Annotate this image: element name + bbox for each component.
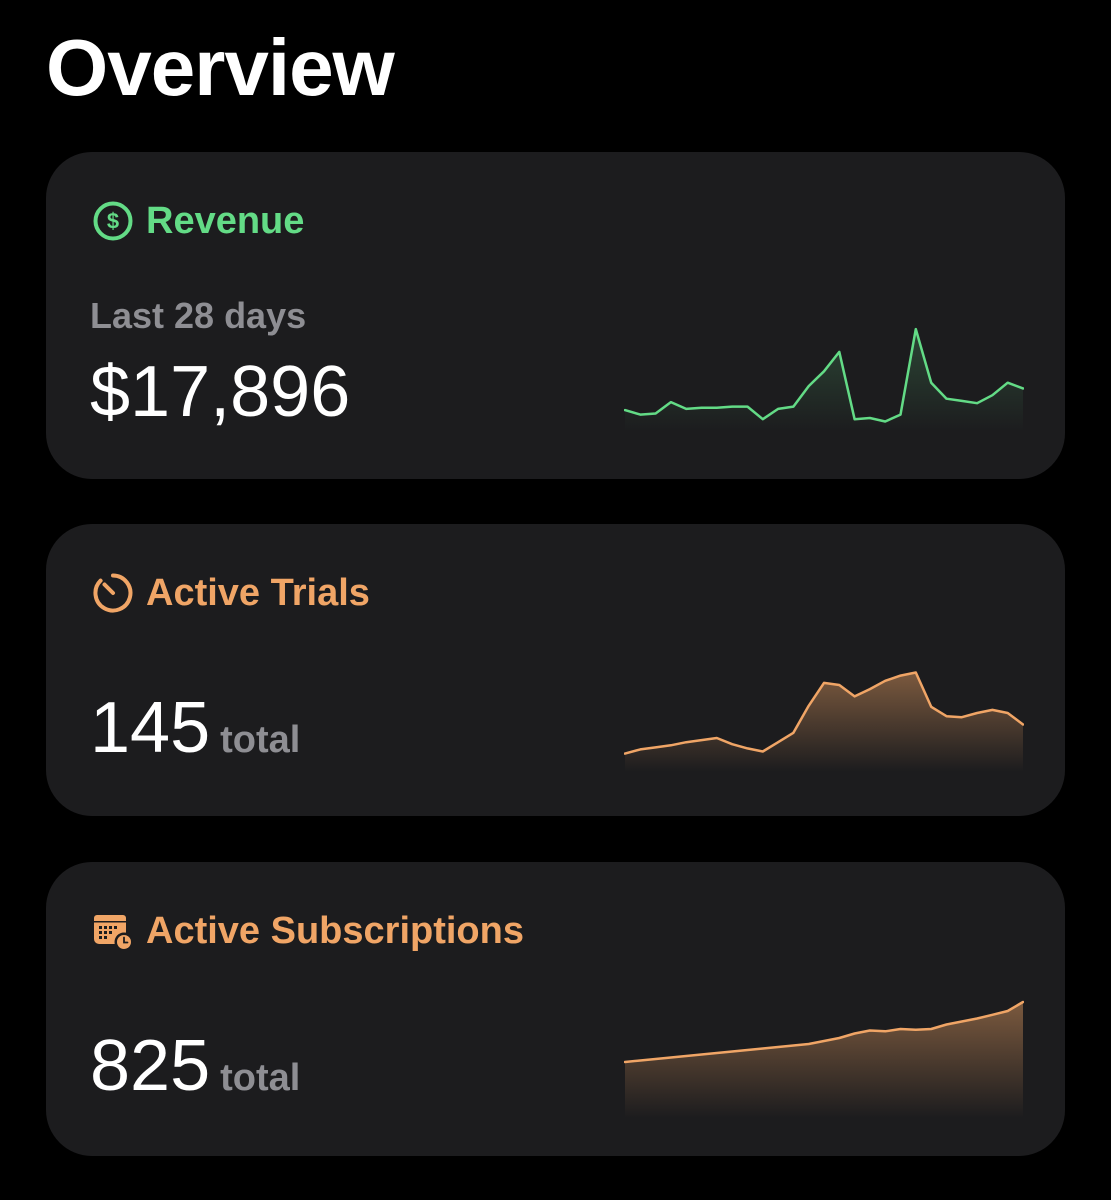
svg-text:$: $ bbox=[107, 209, 119, 234]
active-trials-card-header: Active Trials bbox=[92, 572, 370, 614]
active-subscriptions-card[interactable]: Active Subscriptions 825 total bbox=[46, 862, 1065, 1156]
page-title: Overview bbox=[46, 23, 395, 112]
sparkline-line bbox=[624, 327, 1024, 423]
active-subscriptions-card-title: Active Subscriptions bbox=[146, 910, 524, 952]
calendar-clock-icon bbox=[94, 915, 134, 952]
active-trials-card-title: Active Trials bbox=[146, 572, 370, 614]
revenue-card-header: $ Revenue bbox=[92, 200, 304, 242]
sparkline-line bbox=[624, 1000, 1024, 1064]
active-subscriptions-card-header: Active Subscriptions bbox=[92, 910, 524, 952]
active-trials-unit: total bbox=[220, 719, 301, 761]
active-subscriptions-value: 825 total bbox=[90, 1030, 300, 1102]
stopwatch-icon bbox=[93, 573, 133, 613]
dollar-circle-icon: $ bbox=[93, 201, 133, 241]
sparkline-line bbox=[624, 671, 1024, 755]
active-trials-value: 145 total bbox=[90, 692, 300, 764]
revenue-card-title: Revenue bbox=[146, 200, 305, 242]
sparkline-area bbox=[625, 329, 1023, 432]
active-subscriptions-unit: total bbox=[220, 1057, 301, 1099]
active-subscriptions-sparkline bbox=[624, 1000, 1024, 1118]
active-subscriptions-number: 825 bbox=[90, 1026, 211, 1106]
revenue-period-label: Last 28 days bbox=[90, 295, 307, 336]
revenue-value: $17,896 bbox=[90, 352, 351, 432]
sparkline-area bbox=[625, 672, 1023, 772]
revenue-card[interactable]: $ Revenue Last 28 days $17,896 bbox=[46, 152, 1065, 479]
active-trials-card[interactable]: Active Trials 145 total bbox=[46, 524, 1065, 816]
sparkline-area bbox=[625, 1002, 1023, 1118]
active-trials-number: 145 bbox=[90, 688, 211, 768]
revenue-sparkline bbox=[624, 327, 1024, 432]
active-trials-sparkline bbox=[624, 671, 1024, 772]
